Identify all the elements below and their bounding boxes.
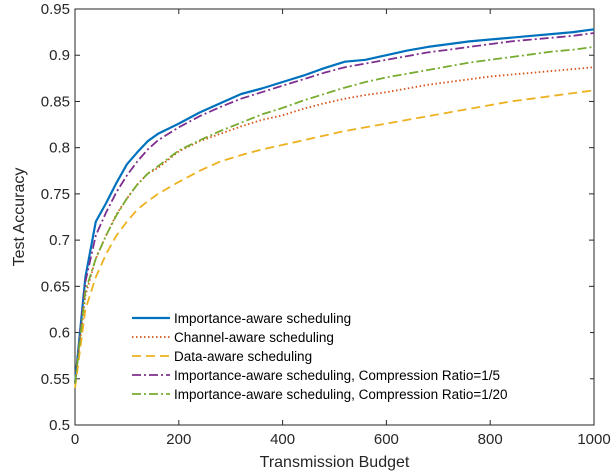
series-line-3 [74,89,595,389]
series-line-4 [74,32,595,384]
y-tick-label: 0.75 [41,186,70,203]
series-line-5 [74,46,595,384]
y-tick-label: 0.5 [49,417,70,434]
y-tick-label: 0.65 [41,278,70,295]
y-tick-label: 0.55 [41,371,70,388]
x-tick-label: 200 [166,431,191,448]
y-tick-label: 0.7 [49,232,70,249]
y-tick-label: 0.8 [49,140,70,157]
x-tick-label: 400 [270,431,295,448]
y-tick-label: 0.85 [41,93,70,110]
legend-label-4: Importance-aware scheduling, Compression… [174,368,500,383]
y-tick-label: 0.9 [49,47,70,64]
x-tick-label: 0 [71,431,79,448]
series-line-1 [73,28,595,384]
x-tick-label: 600 [374,431,399,448]
legend-box [128,306,590,407]
y-tick-label: 0.6 [49,325,70,342]
x-tick-label: 1000 [577,431,610,448]
legend-label-5: Importance-aware scheduling, Compression… [174,387,508,402]
legend: Importance-aware scheduling Channel-aware… [128,306,590,407]
x-axis-label: Transmission Budget [260,454,410,471]
series-lines [73,28,595,389]
legend-label-3: Data-aware scheduling [174,349,312,364]
y-axis-label: Test Accuracy [11,168,28,267]
y-tick-label: 0.95 [41,1,70,18]
axis-ticks: 0 200 400 600 800 1000 0.5 0.55 0.6 0.65 0.7 0.75 0.… [41,1,611,448]
legend-label-2: Channel-aware scheduling [174,330,334,345]
x-tick-label: 800 [478,431,503,448]
legend-label-1: Importance-aware scheduling [174,311,351,326]
